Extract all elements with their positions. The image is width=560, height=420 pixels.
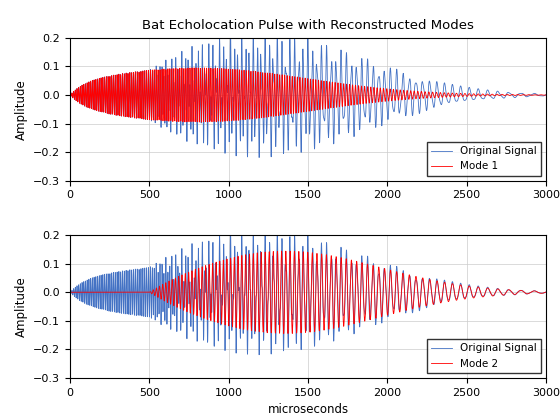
Title: Bat Echolocation Pulse with Reconstructed Modes: Bat Echolocation Pulse with Reconstructe… — [142, 19, 474, 32]
Mode 2 — [278, 249, 285, 254]
Original Signal — [67, 92, 73, 97]
Mode 1 — [198, 120, 205, 125]
Original Signal — [270, 72, 277, 77]
Mode 2 — [270, 251, 277, 256]
Original Signal — [250, 227, 256, 232]
Original Signal — [149, 268, 156, 273]
Original Signal — [534, 289, 540, 294]
Original Signal — [249, 99, 256, 104]
Mode 1 — [534, 92, 540, 97]
Line: Original Signal: Original Signal — [70, 230, 546, 355]
Mode 2 — [281, 331, 287, 336]
Mode 1 — [249, 87, 256, 92]
Original Signal — [256, 155, 263, 160]
Original Signal — [534, 92, 540, 97]
Original Signal — [270, 269, 277, 274]
Legend: Original Signal, Mode 1: Original Signal, Mode 1 — [427, 142, 541, 176]
Original Signal — [67, 290, 73, 295]
Mode 2 — [543, 289, 549, 294]
Original Signal — [121, 71, 128, 76]
Mode 2 — [67, 290, 73, 295]
Original Signal — [543, 92, 549, 97]
Mode 1 — [270, 113, 277, 118]
Original Signal — [121, 268, 128, 273]
Y-axis label: Amplitude: Amplitude — [15, 79, 27, 139]
Line: Original Signal: Original Signal — [70, 32, 546, 158]
Original Signal — [256, 352, 263, 357]
Original Signal — [249, 297, 256, 302]
Y-axis label: Amplitude: Amplitude — [15, 276, 27, 337]
Mode 2 — [149, 290, 156, 295]
Line: Mode 1: Mode 1 — [70, 68, 546, 122]
Mode 2 — [482, 289, 489, 294]
Mode 1 — [67, 92, 73, 97]
Original Signal — [482, 290, 489, 295]
Original Signal — [149, 71, 156, 76]
Mode 2 — [121, 290, 128, 295]
Mode 2 — [249, 283, 256, 288]
Legend: Original Signal, Mode 2: Original Signal, Mode 2 — [427, 339, 541, 373]
Original Signal — [250, 30, 256, 35]
Mode 2 — [534, 289, 540, 294]
Mode 1 — [149, 71, 156, 76]
X-axis label: microseconds: microseconds — [268, 403, 348, 416]
Original Signal — [482, 93, 489, 98]
Line: Mode 2: Mode 2 — [70, 251, 546, 333]
Mode 1 — [543, 92, 549, 97]
Original Signal — [543, 289, 549, 294]
Mode 1 — [191, 66, 198, 71]
Mode 1 — [121, 71, 128, 76]
Mode 1 — [482, 93, 489, 98]
